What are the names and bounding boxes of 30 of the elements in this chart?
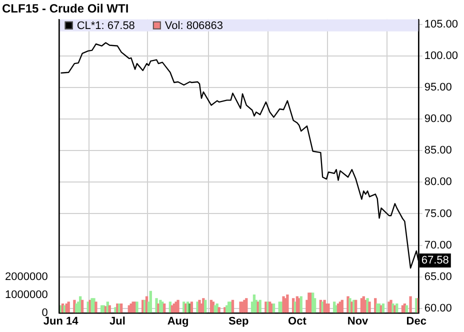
x-tick-label: Jul xyxy=(109,315,126,328)
y-tick-label: 2000000 xyxy=(4,270,48,283)
bar xyxy=(80,300,84,313)
bar xyxy=(409,296,412,313)
y2-tick-label: 80.00 xyxy=(424,176,452,188)
x-tick-label: Oct xyxy=(288,315,307,328)
y-tick-label: 1000000 xyxy=(4,288,48,301)
bar xyxy=(218,307,220,313)
y2-tick-label: 105.00 xyxy=(424,18,458,30)
chart-title: CLF15 - Crude Oil WTI xyxy=(2,2,129,16)
legend-label: CL*1: 67.58 xyxy=(76,20,135,32)
bar xyxy=(149,290,152,313)
bar xyxy=(368,302,371,313)
bar xyxy=(94,302,98,313)
x-tick-label: Dec xyxy=(406,315,426,328)
data-label: 67.58 xyxy=(421,254,449,267)
x-tick-label: Nov xyxy=(347,315,370,328)
y2-tick-label: 85.00 xyxy=(424,144,452,157)
bar xyxy=(286,294,289,313)
y2-tick-label: 60.00 xyxy=(424,302,452,314)
y2-tick-label: 65.00 xyxy=(424,270,452,283)
y2-tick-label: 90.00 xyxy=(424,113,452,126)
y2-tick-label: 100.00 xyxy=(424,50,458,62)
x-tick-label: Jun 14 xyxy=(43,315,80,328)
x-tick-label: Aug xyxy=(167,315,189,328)
legend-label: Vol: 806863 xyxy=(164,20,224,32)
y2-tick-label: 70.00 xyxy=(424,239,452,252)
x-tick-label: Sep xyxy=(228,315,249,328)
y2-tick-label: 75.00 xyxy=(424,208,452,220)
y2-tick-label: 95.00 xyxy=(424,82,452,94)
